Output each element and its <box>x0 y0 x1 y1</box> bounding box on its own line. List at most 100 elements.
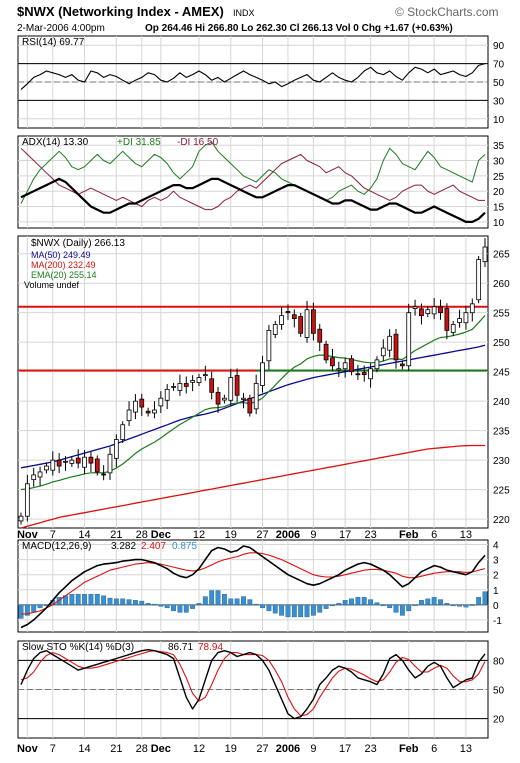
candle-body <box>279 315 284 325</box>
price-ytick-label: 240 <box>493 397 510 408</box>
candle-body <box>31 474 37 481</box>
macd-histogram-bar <box>323 604 329 609</box>
x-tick-label: 27 <box>256 743 268 755</box>
candle-body <box>215 391 221 405</box>
macd-signal-line <box>21 552 486 615</box>
rsi-ytick-label: 90 <box>493 41 505 52</box>
macd-line <box>20 545 486 629</box>
candle-body <box>209 378 215 393</box>
macd-histogram-bar <box>380 604 386 607</box>
x-tick-label: Dec <box>151 529 171 541</box>
candle-body <box>247 397 253 414</box>
candle-body <box>272 324 278 335</box>
macd-histogram-bar <box>107 597 113 606</box>
sto-ytick-label: 50 <box>493 686 505 697</box>
macd-histogram-bar <box>457 604 462 607</box>
candle-body <box>69 459 75 464</box>
candle-body <box>444 308 450 331</box>
volume-legend-label: Volume undef <box>24 280 80 290</box>
x-tick-label: Feb <box>399 529 419 541</box>
price-ytick-label: 230 <box>493 456 510 467</box>
candle-body <box>234 375 240 396</box>
price-ytick-label: 220 <box>493 515 510 526</box>
macd-histogram-bar <box>310 604 316 616</box>
candle-body <box>94 458 100 473</box>
macd-legend-value: 3.282 <box>111 541 136 552</box>
price-ytick-label: 265 <box>493 250 510 261</box>
candle-body <box>476 259 482 301</box>
candle-body <box>253 383 259 410</box>
price-legend: $NWX (Daily) 266.13 MA(50) 249.49 MA(200… <box>24 238 125 290</box>
macd-histogram-bar <box>463 604 469 608</box>
candle-body <box>336 368 342 371</box>
macd-histogram-bar <box>132 600 138 606</box>
price-ytick-label: 235 <box>493 427 510 438</box>
candle-body <box>368 368 373 380</box>
macd-ytick-label: 3 <box>493 556 499 567</box>
candle-body <box>298 316 304 334</box>
ma200-legend-label: MA(200) 232.49 <box>31 260 96 270</box>
x-tick-label: 27 <box>256 529 268 541</box>
macd-histogram-bar <box>171 604 176 612</box>
candle-body <box>291 314 297 319</box>
macd-histogram-bar <box>355 597 361 606</box>
rsi-ytick-label: 10 <box>493 115 505 126</box>
macd-histogram-bar <box>196 603 202 606</box>
x-tick-label: 9 <box>310 529 316 541</box>
rsi-legend-label: RSI(14) 69.77 <box>22 37 85 48</box>
macd-histogram-bar <box>266 604 272 612</box>
macd-histogram-bar <box>202 596 208 606</box>
x-tick-label: 7 <box>50 743 56 755</box>
rsi-line <box>20 63 486 90</box>
x-tick-label: 2006 <box>276 529 300 541</box>
candle-body <box>56 459 62 467</box>
macd-histogram-bar <box>120 598 126 606</box>
ma200-line <box>20 444 485 529</box>
candle-body <box>355 373 361 376</box>
candle-body <box>304 309 310 338</box>
candle-body <box>457 318 462 323</box>
macd-histogram-bar <box>330 604 335 607</box>
candle-body <box>406 312 412 367</box>
rsi-legend: RSI(14) 69.77 <box>22 37 85 48</box>
macd-histogram-bar <box>482 591 488 606</box>
sto-ytick-label: 80 <box>493 656 505 667</box>
candle-body <box>113 439 119 459</box>
macd-ytick-label: 1 <box>493 586 499 597</box>
candle-body <box>63 460 68 463</box>
candle-body <box>330 357 335 367</box>
adx-ytick-label: 10 <box>493 218 505 229</box>
candle-body <box>18 515 24 522</box>
candle-body <box>311 309 316 334</box>
candle-body <box>37 471 43 478</box>
rsi-ytick-label: 50 <box>493 78 505 89</box>
x-tick-label: 23 <box>364 743 376 755</box>
macd-ytick-label: 2 <box>493 571 499 582</box>
candle-body <box>177 383 183 391</box>
x-tick-label: 6 <box>431 743 437 755</box>
x-tick-label: 13 <box>460 529 472 541</box>
macd-histogram-bar <box>221 594 227 606</box>
candle-body <box>374 359 380 370</box>
adx-frame <box>17 135 489 229</box>
candle-body <box>260 362 265 386</box>
x-tick-label: 21 <box>110 743 122 755</box>
ma50-legend-label: MA(50) 249.49 <box>31 250 91 260</box>
candle-body <box>107 453 113 474</box>
rsi-ytick-label: 70 <box>493 60 505 71</box>
x-tick-label: Feb <box>399 743 419 755</box>
candle-body <box>361 372 367 376</box>
candle-body <box>380 347 386 357</box>
macd-histogram-bar <box>183 604 189 613</box>
x-tick-label: 21 <box>110 529 122 541</box>
macd-histogram-bar <box>361 597 367 606</box>
x-tick-label: 6 <box>431 529 437 541</box>
price-ytick-label: 255 <box>493 309 510 320</box>
candle-body <box>412 306 418 309</box>
sto-k-legend-value: 86.71 <box>168 642 193 653</box>
price-legend-label: $NWX (Daily) 266.13 <box>31 238 125 249</box>
pdi-legend-label: +DI 31.85 <box>117 137 161 148</box>
watermark: © StockCharts.com <box>395 5 499 19</box>
